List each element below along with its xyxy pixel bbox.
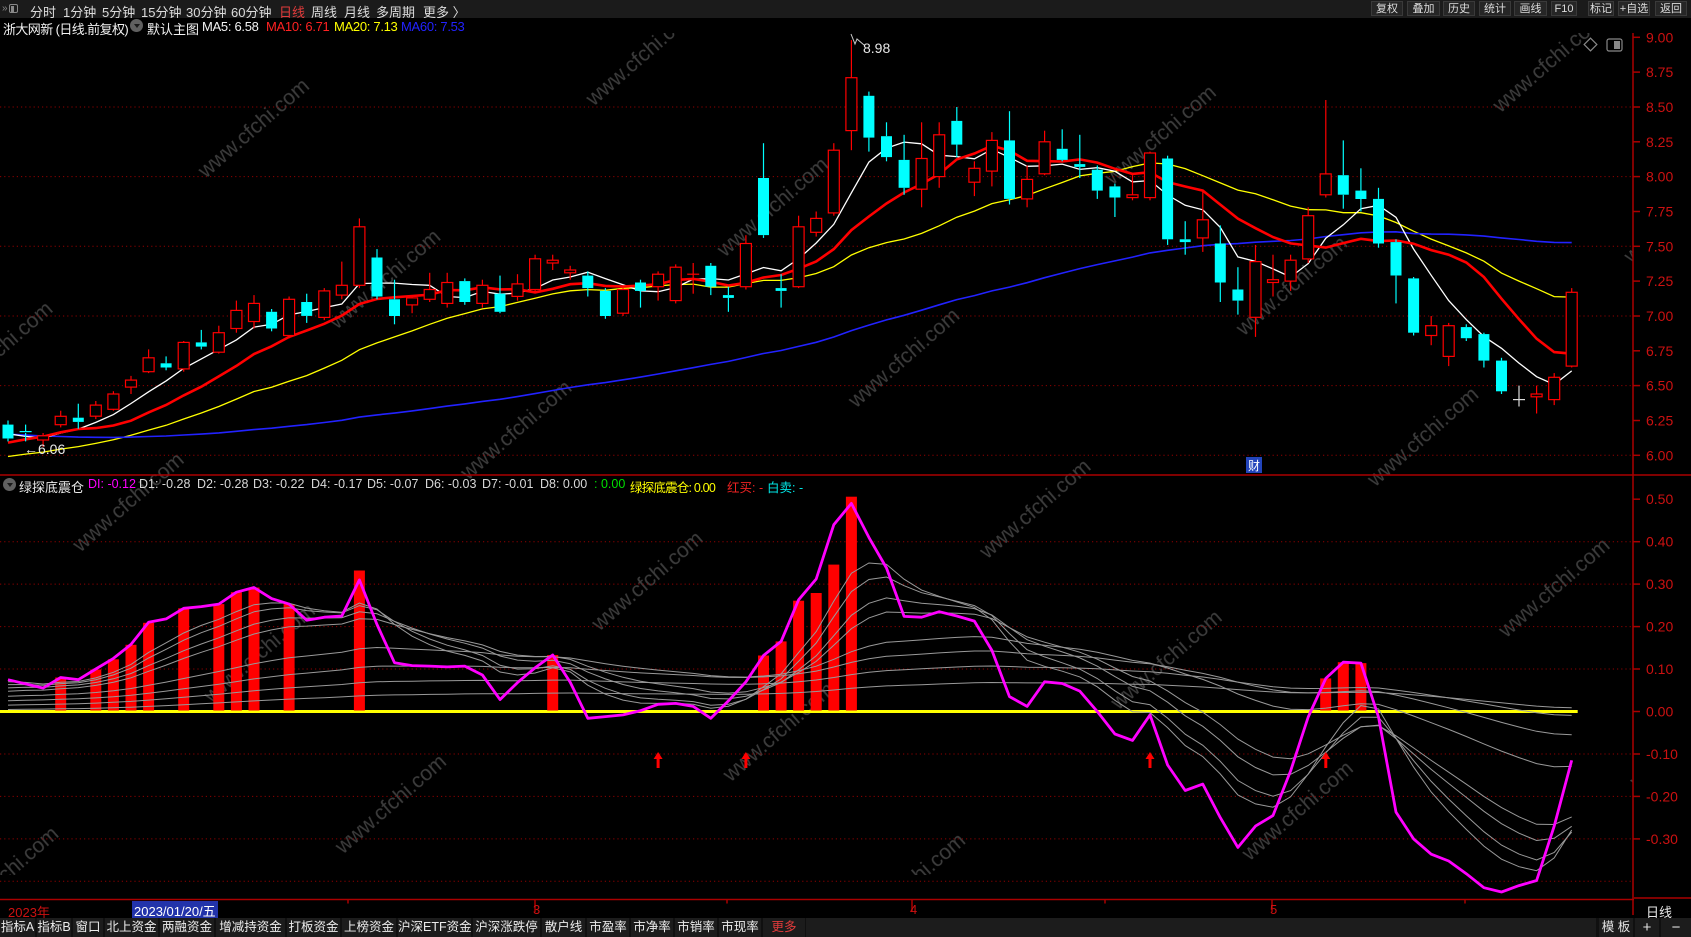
svg-text:0.50: 0.50 xyxy=(1646,491,1673,507)
svg-text:8.75: 8.75 xyxy=(1646,64,1673,80)
svg-text:8.98: 8.98 xyxy=(863,40,890,56)
svg-text:7.00: 7.00 xyxy=(1646,308,1673,324)
svg-text:9.00: 9.00 xyxy=(1646,29,1673,45)
svg-text:-0.10: -0.10 xyxy=(1646,746,1678,762)
svg-text:7.25: 7.25 xyxy=(1646,273,1673,289)
svg-text:6.50: 6.50 xyxy=(1646,378,1673,394)
svg-text:8.00: 8.00 xyxy=(1646,169,1673,185)
svg-text:0.10: 0.10 xyxy=(1646,661,1673,677)
svg-text:8.50: 8.50 xyxy=(1646,99,1673,115)
svg-text:7.50: 7.50 xyxy=(1646,238,1673,254)
svg-text:-0.20: -0.20 xyxy=(1646,788,1678,804)
svg-text:←6.06: ←6.06 xyxy=(24,441,65,457)
svg-text:财: 财 xyxy=(1248,459,1260,473)
svg-text:0.20: 0.20 xyxy=(1646,619,1673,635)
svg-text:6.75: 6.75 xyxy=(1646,343,1673,359)
svg-text:-0.30: -0.30 xyxy=(1646,831,1678,847)
svg-text:0.00: 0.00 xyxy=(1646,704,1673,720)
svg-text:0.30: 0.30 xyxy=(1646,576,1673,592)
svg-text:6.25: 6.25 xyxy=(1646,413,1673,429)
svg-text:7.75: 7.75 xyxy=(1646,204,1673,220)
svg-text:6.00: 6.00 xyxy=(1646,447,1673,463)
svg-text:0.40: 0.40 xyxy=(1646,534,1673,550)
svg-text:8.25: 8.25 xyxy=(1646,134,1673,150)
